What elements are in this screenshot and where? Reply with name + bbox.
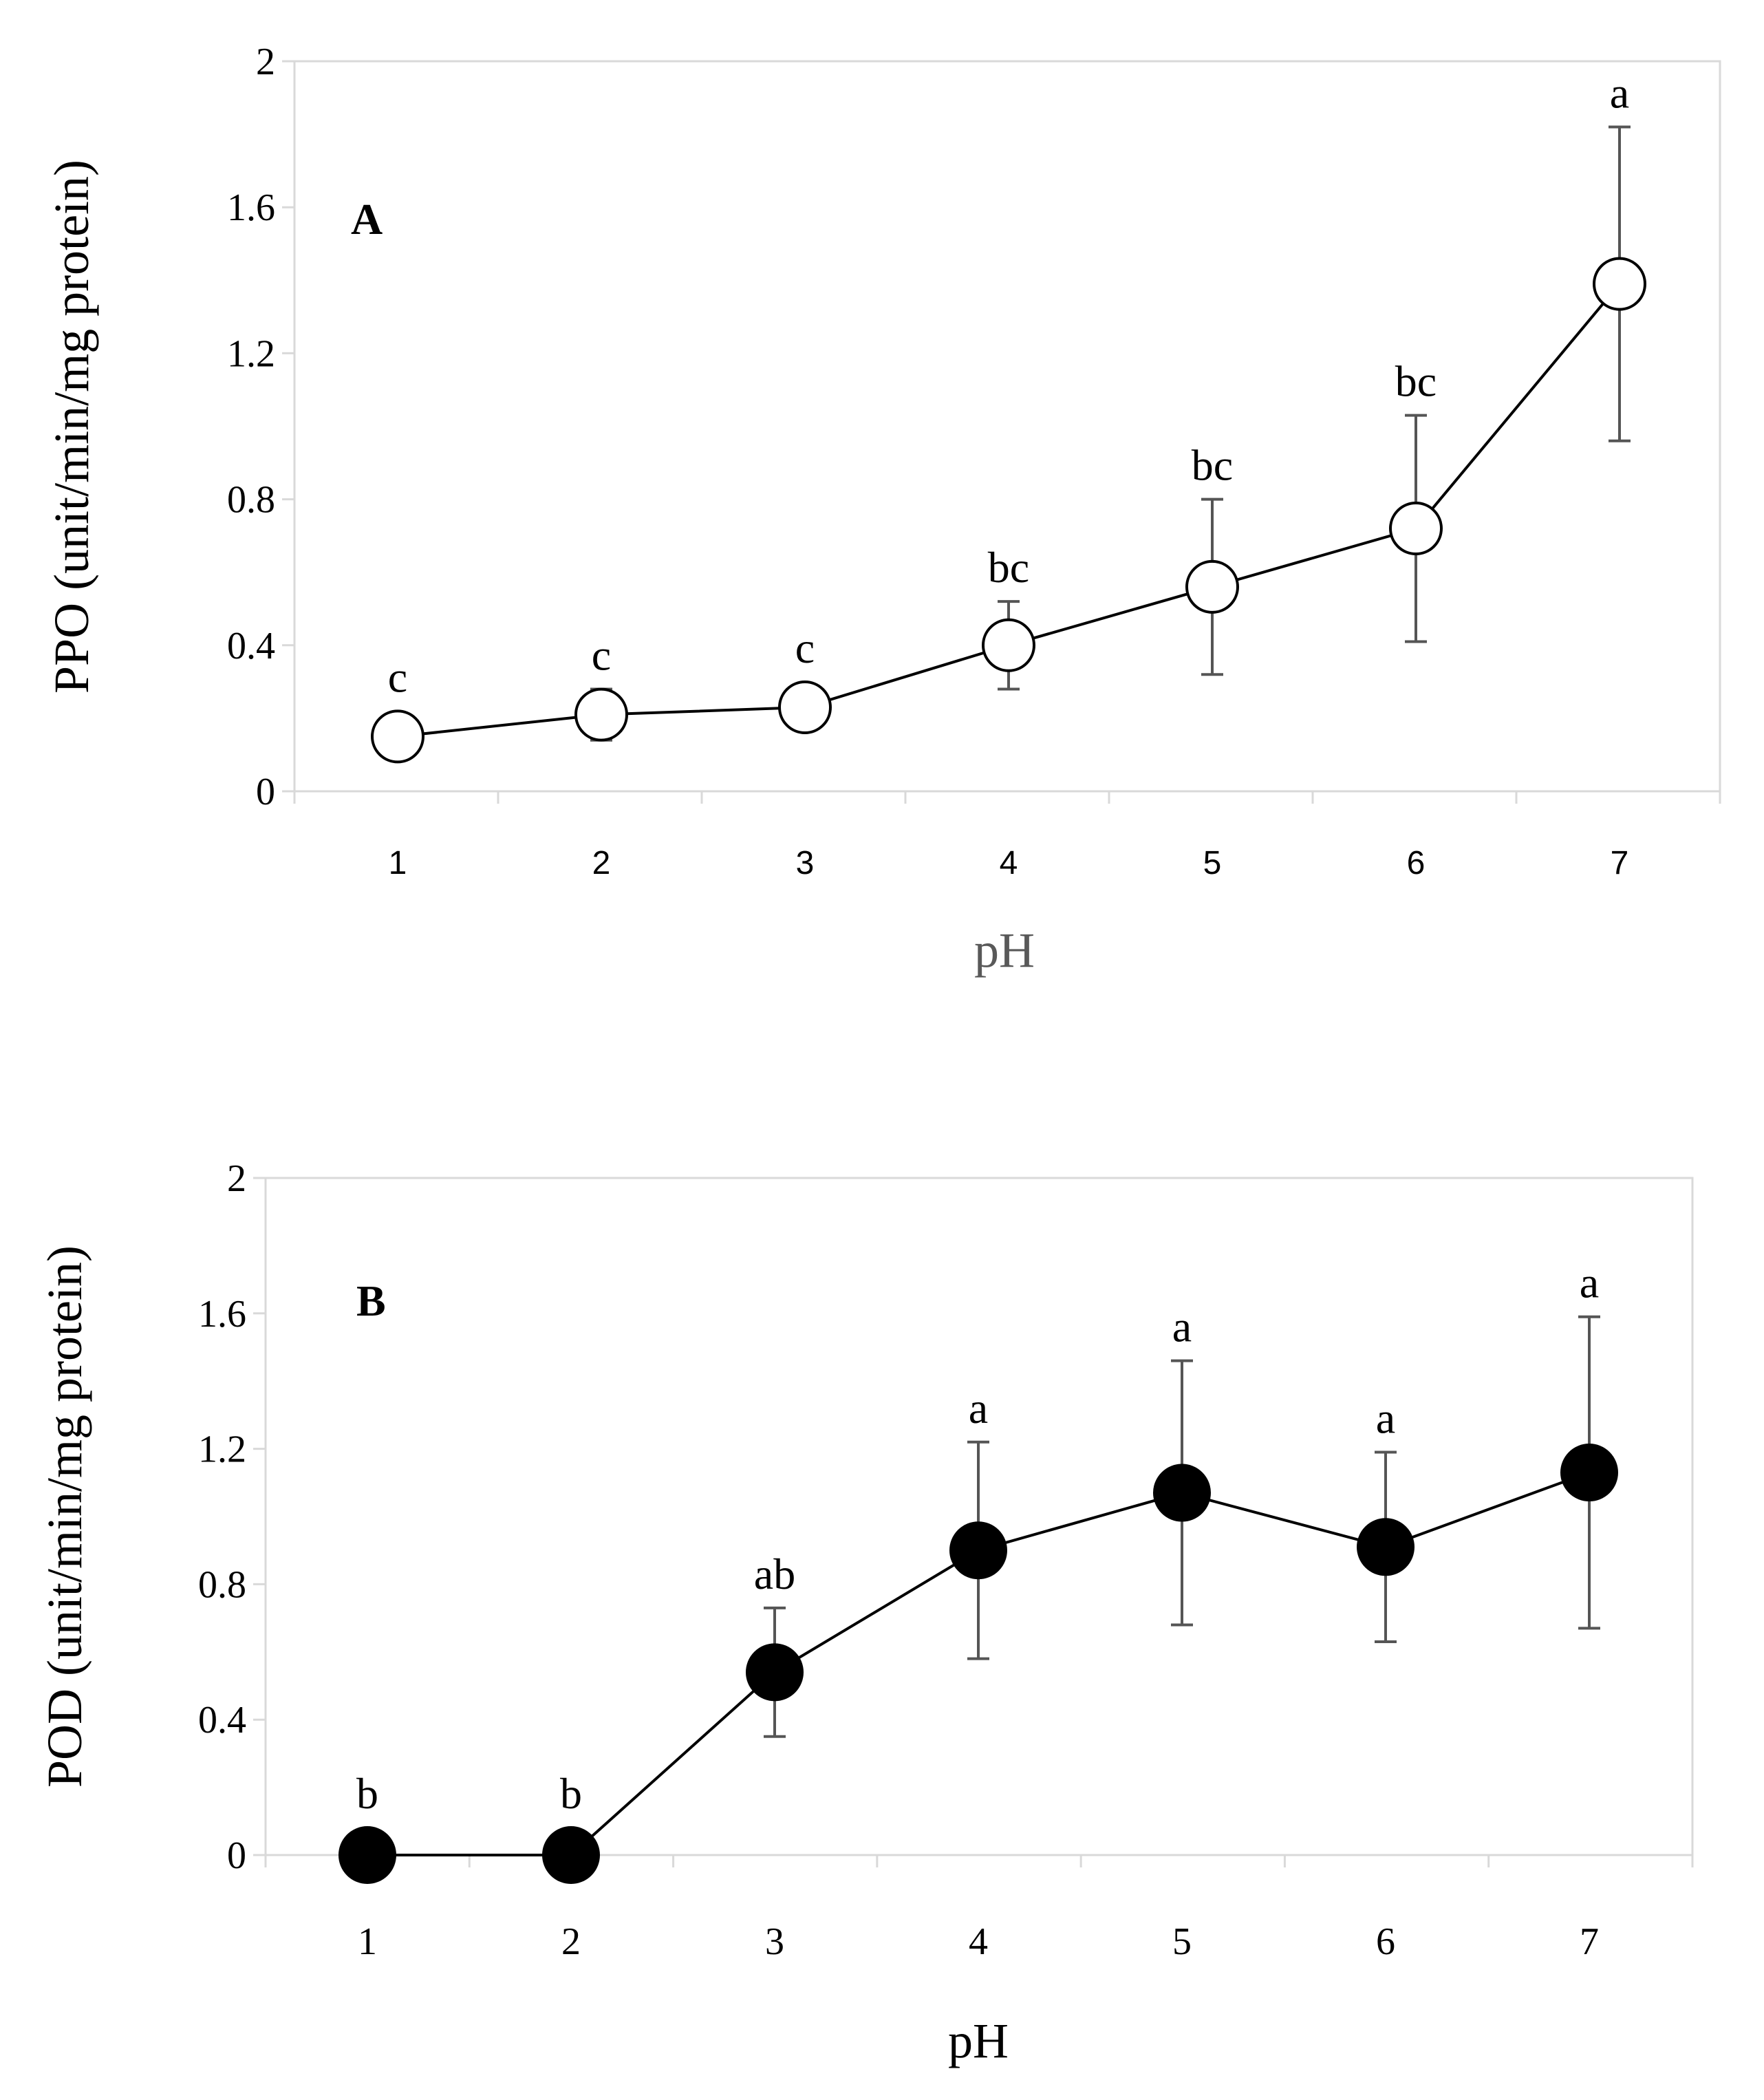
- y-tick-label: 0.4: [227, 625, 275, 667]
- significance-label: bc: [988, 543, 1029, 592]
- y-tick-label: 0.8: [227, 479, 275, 522]
- data-point: [1357, 1518, 1415, 1576]
- y-tick-label: 0: [256, 771, 275, 813]
- x-tick-label: 7: [1611, 845, 1629, 881]
- data-point: [371, 709, 424, 764]
- significance-label: c: [388, 652, 407, 701]
- data-point: [1389, 502, 1443, 556]
- y-tick-label: 1.6: [198, 1293, 246, 1336]
- significance-label: ab: [754, 1550, 795, 1598]
- chart-panel-b: 0 0.4 0.8 1.2 1.6 2 1 2 3 4 5 6 7 pH POD (unit/min/mg …: [37, 1157, 1694, 2068]
- y-tick-label: 1.2: [227, 332, 275, 375]
- significance-label: bc: [1395, 357, 1437, 406]
- x-tick-label: 1: [389, 845, 407, 881]
- chart-panel-a: 0 0.4 0.8 1.2 1.6 2 1 2 3 4 5 6 7 pH PPO (unit/min/mg …: [44, 41, 1721, 978]
- significance-label: bc: [1192, 441, 1233, 490]
- data-point: [1185, 559, 1239, 614]
- y-axis-title: POD (unit/min/mg protein): [37, 1245, 92, 1788]
- x-tick-label: 3: [796, 845, 815, 881]
- data-point: [1593, 257, 1646, 311]
- y-tick-label: 0: [227, 1834, 246, 1877]
- significance-label: a: [1172, 1303, 1192, 1351]
- data-point: [338, 1826, 396, 1884]
- x-tick-label: 1: [358, 1920, 377, 1963]
- data-point: [1560, 1444, 1618, 1502]
- panel-label: A: [351, 195, 383, 244]
- x-tick-label: 4: [1000, 845, 1018, 881]
- significance-label: a: [1580, 1258, 1599, 1307]
- y-tick-label: 0.8: [198, 1563, 246, 1606]
- y-tick-label: 1.2: [198, 1428, 246, 1471]
- x-tick-label: 5: [1203, 845, 1222, 881]
- data-point: [982, 618, 1035, 672]
- y-tick-label: 2: [256, 41, 275, 83]
- y-tick-label: 2: [227, 1157, 246, 1200]
- significance-label: b: [356, 1769, 378, 1818]
- significance-label: c: [795, 623, 815, 672]
- data-point: [574, 687, 628, 742]
- significance-label: c: [592, 630, 611, 679]
- data-point: [949, 1521, 1007, 1580]
- significance-label: a: [1376, 1394, 1395, 1443]
- x-tick-label: 6: [1376, 1920, 1395, 1963]
- x-tick-label: 4: [969, 1920, 988, 1963]
- x-tick-label: 2: [561, 1920, 581, 1963]
- significance-label: b: [560, 1769, 582, 1818]
- significance-label: a: [969, 1384, 988, 1433]
- data-point: [746, 1643, 804, 1702]
- plot-frame: [293, 60, 1721, 793]
- x-tick-label: 2: [592, 845, 611, 881]
- x-tick-label: 3: [765, 1920, 784, 1963]
- x-tick-label: 5: [1172, 1920, 1192, 1963]
- y-axis-title: PPO (unit/min/mg protein): [44, 160, 99, 694]
- y-tick-label: 0.4: [198, 1699, 246, 1742]
- y-tick-label: 1.6: [227, 186, 275, 229]
- x-axis-title: pH: [948, 2013, 1009, 2068]
- x-axis-title: pH: [974, 923, 1035, 978]
- data-point: [1153, 1464, 1211, 1522]
- x-tick-label: 6: [1407, 845, 1426, 881]
- plot-frame: [264, 1177, 1694, 1856]
- panel-label: B: [356, 1276, 386, 1325]
- data-point: [778, 680, 832, 734]
- data-point: [542, 1826, 600, 1884]
- x-tick-label: 7: [1580, 1920, 1599, 1963]
- significance-label: a: [1610, 68, 1629, 117]
